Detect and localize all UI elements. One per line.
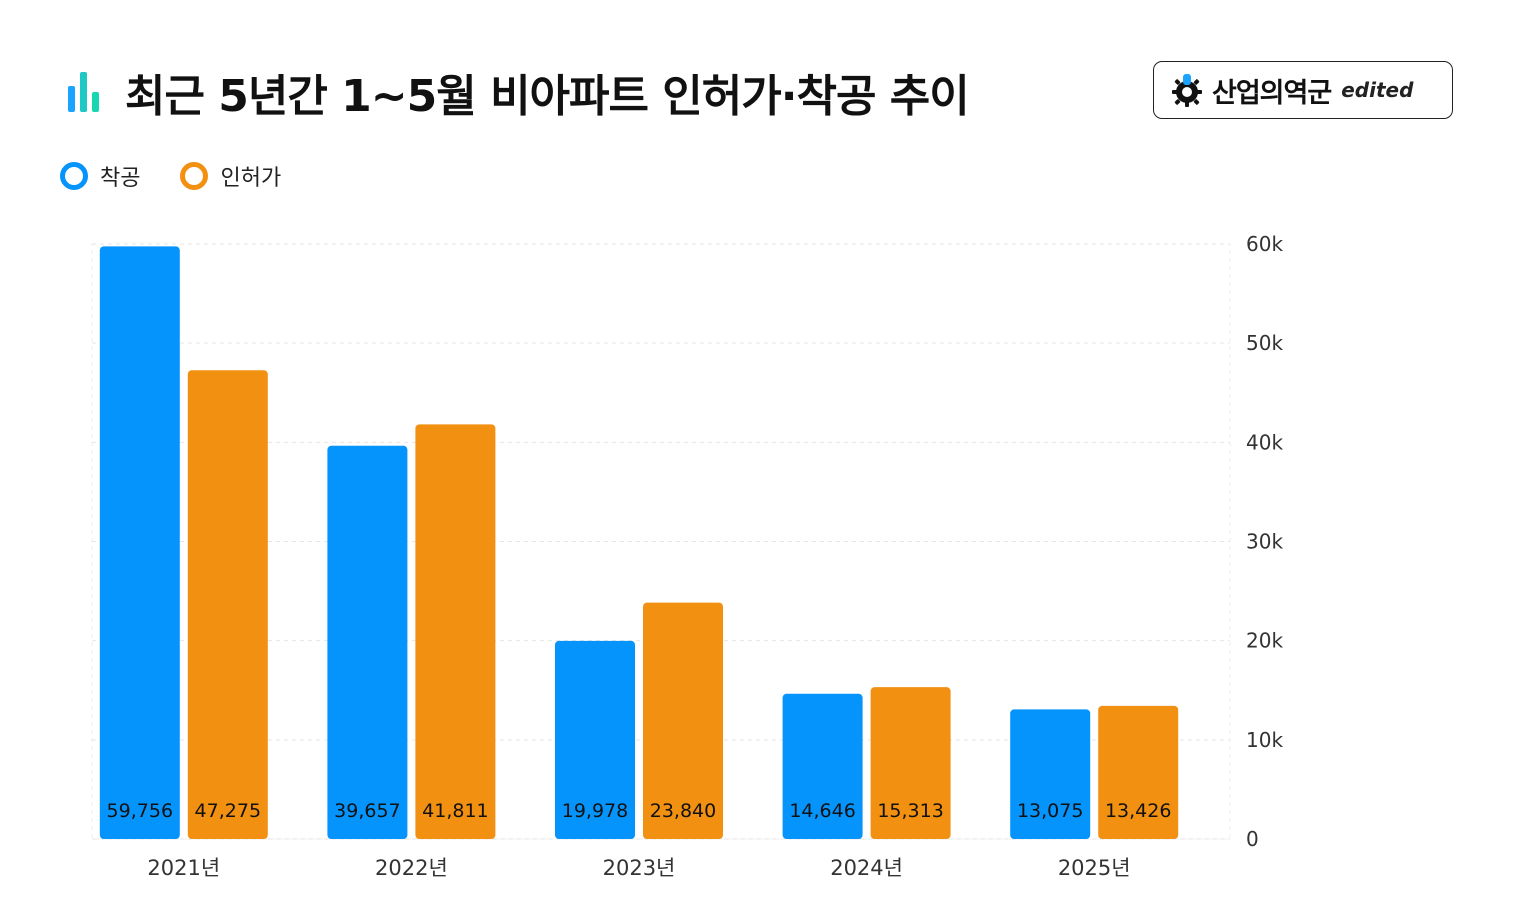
bar-series-2[interactable] bbox=[870, 687, 951, 839]
chart-title: 최근 5년간 1~5월 비아파트 인허가·착공 추이 bbox=[125, 71, 970, 122]
bar-series-1[interactable] bbox=[555, 640, 635, 839]
y-tick-label: 20k bbox=[1246, 629, 1283, 653]
legend-marker-series-2 bbox=[180, 162, 209, 190]
bar-value-label: 13,426 bbox=[1105, 800, 1171, 822]
bar-value-label: 39,657 bbox=[334, 800, 400, 822]
x-tick-label: 2023년 bbox=[603, 856, 676, 880]
bar-value-label: 13,075 bbox=[1017, 800, 1083, 822]
legend-item-series-1[interactable]: 착공 bbox=[60, 160, 140, 192]
y-tick-label: 0 bbox=[1246, 827, 1259, 851]
bar-series-2[interactable] bbox=[187, 370, 268, 839]
y-tick-label: 40k bbox=[1246, 430, 1283, 454]
bar-series-1[interactable] bbox=[1010, 709, 1091, 839]
bar-value-label: 23,840 bbox=[650, 800, 716, 822]
gear-icon bbox=[1172, 74, 1202, 107]
legend-marker-series-1 bbox=[60, 162, 88, 190]
bar-series-2[interactable] bbox=[643, 602, 723, 839]
bar-series-2[interactable] bbox=[415, 424, 496, 839]
legend-label-series-1: 착공 bbox=[100, 166, 141, 191]
legend-item-series-2[interactable]: 인허가 bbox=[180, 160, 281, 192]
y-tick-label: 60k bbox=[1246, 232, 1283, 256]
bar-value-label: 47,275 bbox=[195, 800, 261, 822]
bar-value-label: 59,756 bbox=[107, 800, 173, 822]
bar-chart-icon bbox=[68, 72, 99, 112]
y-tick-label: 30k bbox=[1246, 530, 1283, 554]
x-tick-label: 2025년 bbox=[1058, 856, 1131, 880]
y-tick-label: 50k bbox=[1246, 331, 1283, 355]
chart-legend: 착공 인허가 bbox=[60, 160, 321, 192]
bar-value-label: 15,313 bbox=[877, 800, 943, 822]
brand-tag: edited bbox=[1341, 78, 1414, 102]
x-tick-label: 2024년 bbox=[830, 856, 903, 880]
y-tick-label: 10k bbox=[1246, 728, 1283, 752]
bar-series-1[interactable] bbox=[99, 246, 180, 839]
bar-series-1[interactable] bbox=[327, 445, 408, 839]
bar-series-1[interactable] bbox=[782, 693, 863, 839]
legend-label-series-2: 인허가 bbox=[220, 166, 282, 191]
brand-logo-box: 산업의역군 edited bbox=[1153, 61, 1453, 119]
bar-value-label: 41,811 bbox=[422, 800, 488, 822]
bar-series-2[interactable] bbox=[1098, 705, 1179, 839]
x-tick-label: 2022년 bbox=[375, 856, 448, 880]
brand-name: 산업의역군 bbox=[1212, 77, 1332, 109]
x-tick-label: 2021년 bbox=[147, 856, 220, 880]
chart-header: 최근 5년간 1~5월 비아파트 인허가·착공 추이 bbox=[68, 62, 970, 122]
bar-value-label: 14,646 bbox=[789, 800, 855, 822]
bar-value-label: 19,978 bbox=[562, 800, 628, 822]
